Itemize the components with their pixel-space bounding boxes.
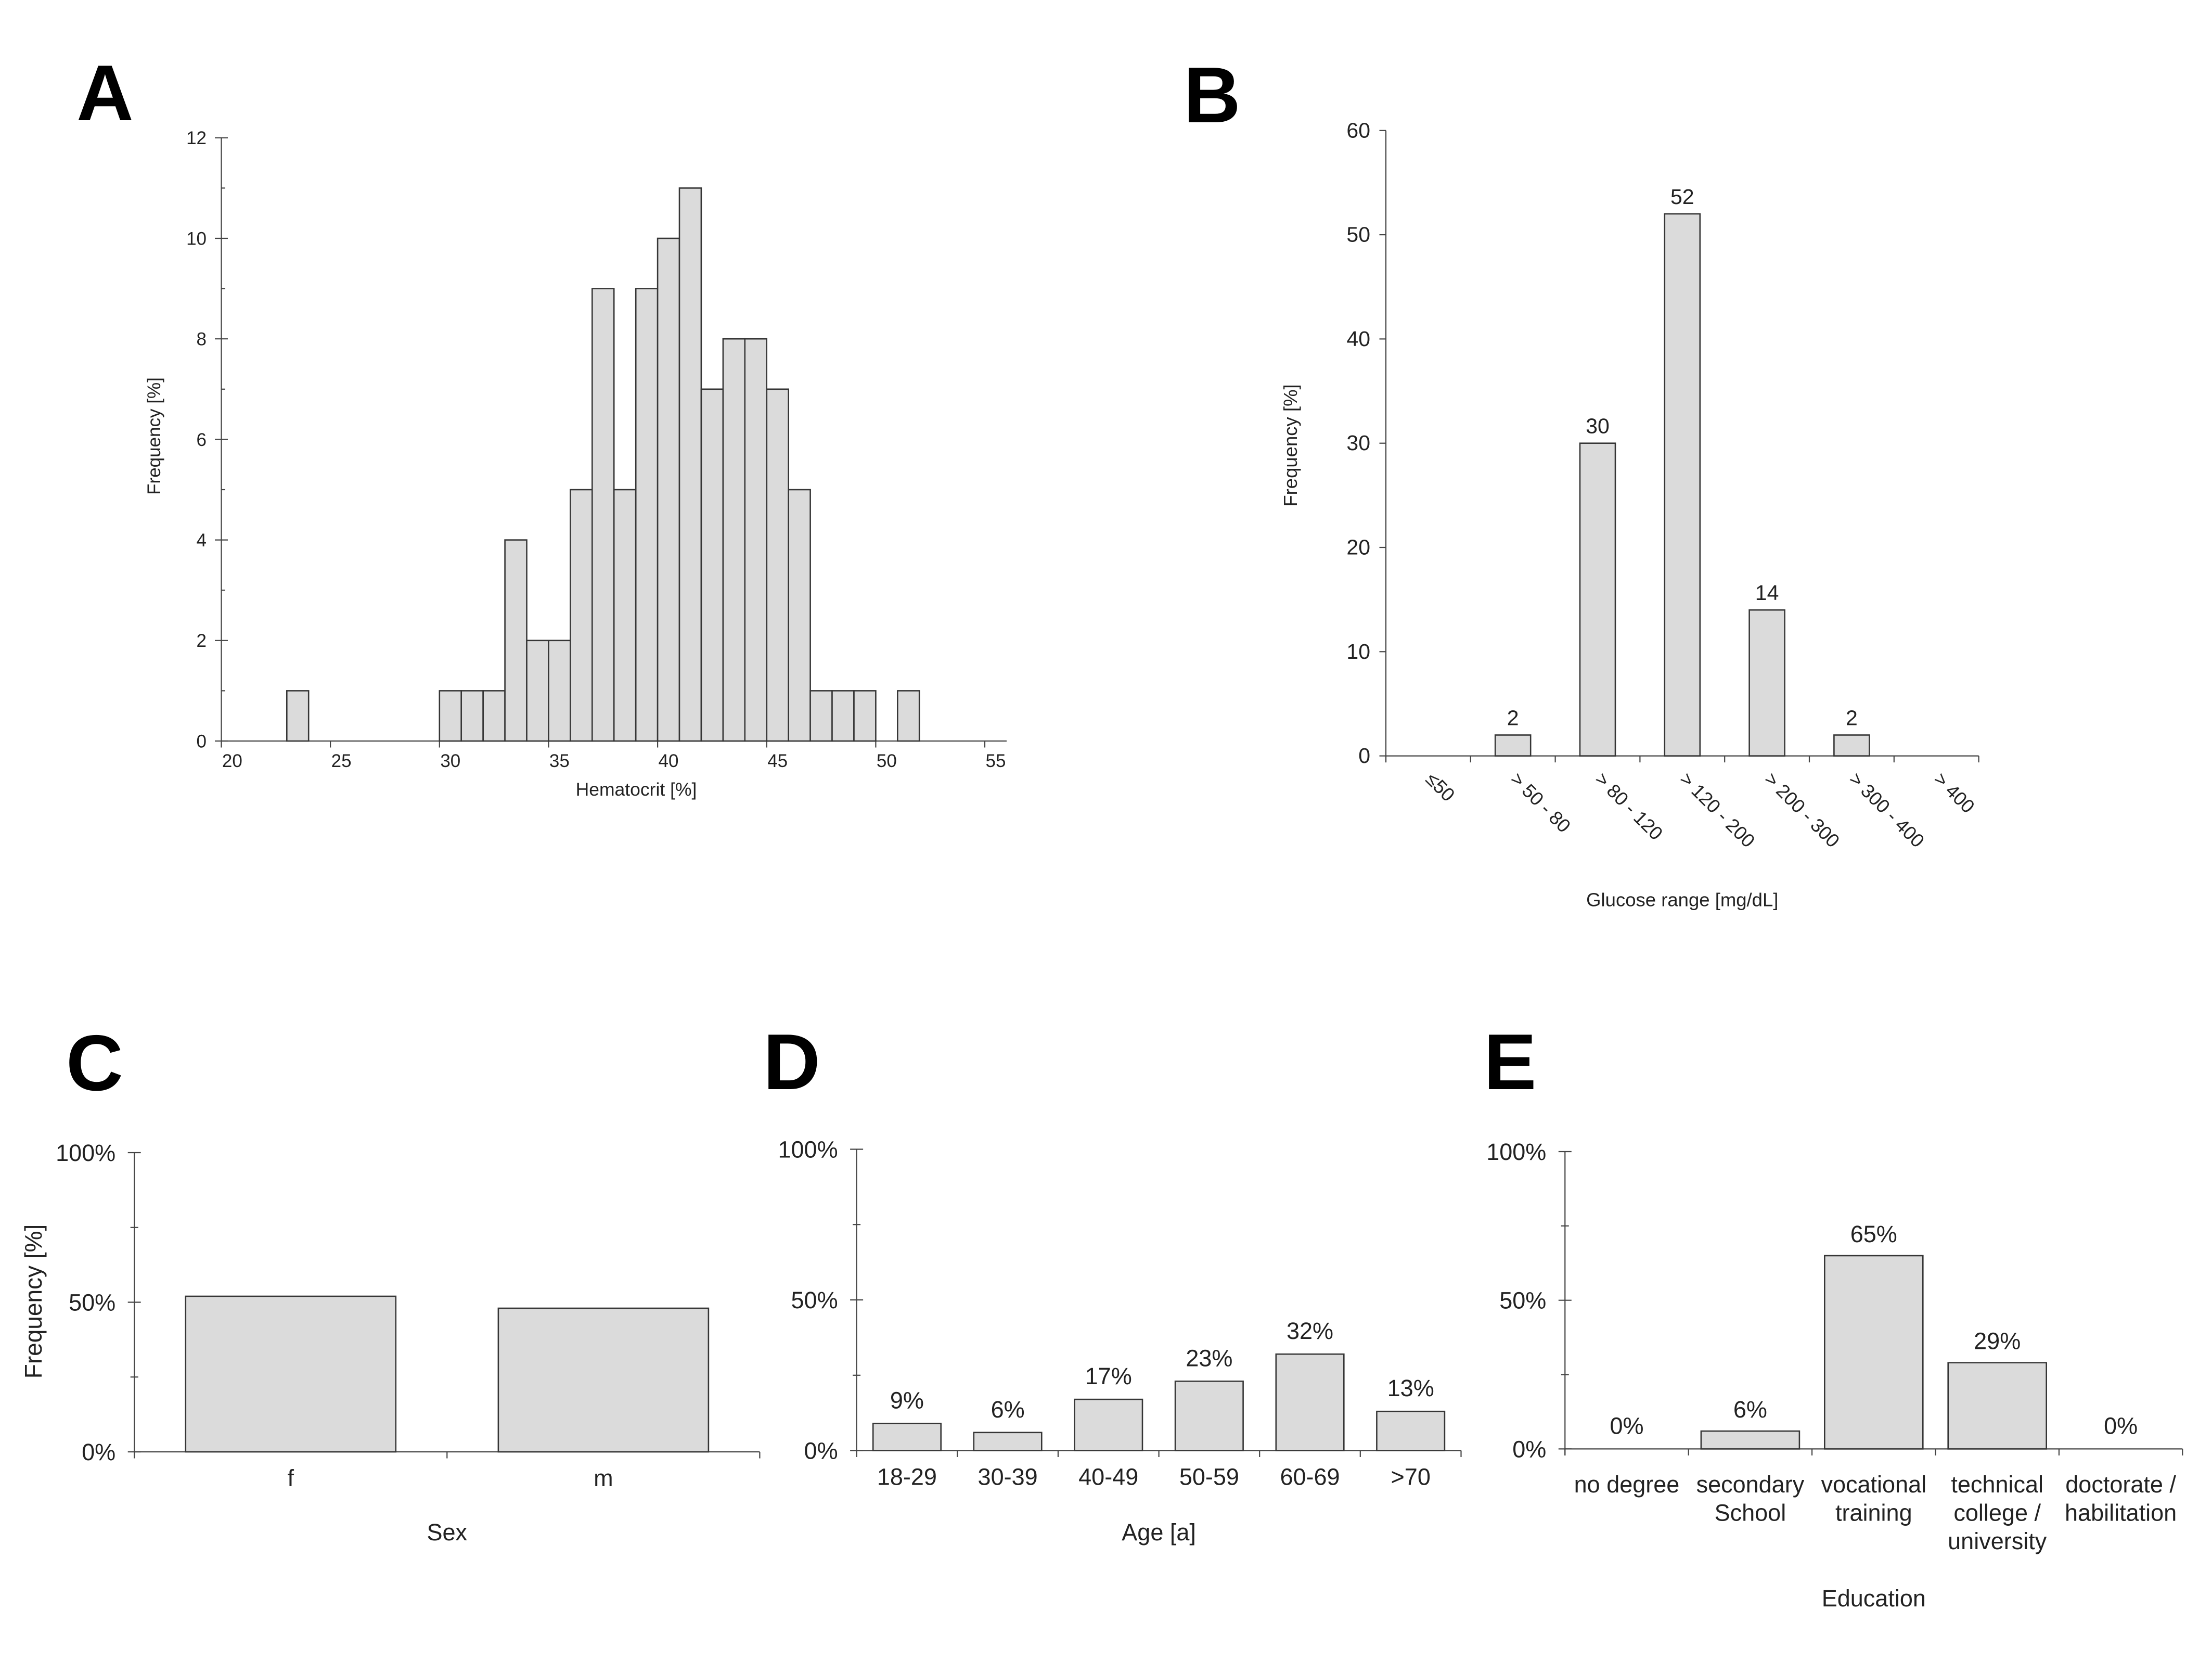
svg-text:100%: 100% <box>1486 1139 1546 1165</box>
svg-text:Education: Education <box>1822 1585 1926 1612</box>
svg-text:university: university <box>1948 1528 2047 1554</box>
svg-text:2: 2 <box>197 631 207 651</box>
svg-text:doctorate /: doctorate / <box>2065 1471 2176 1498</box>
svg-text:0%: 0% <box>1610 1412 1643 1439</box>
svg-text:C: C <box>66 1019 123 1107</box>
svg-text:40-49: 40-49 <box>1078 1464 1138 1490</box>
svg-text:habilitation: habilitation <box>2065 1500 2177 1526</box>
svg-text:30-39: 30-39 <box>978 1464 1038 1490</box>
svg-text:65%: 65% <box>1850 1221 1897 1247</box>
svg-text:50-59: 50-59 <box>1179 1464 1239 1490</box>
svg-text:Frequency [%]: Frequency [%] <box>1280 384 1301 506</box>
svg-text:2: 2 <box>1507 706 1519 730</box>
svg-text:9%: 9% <box>890 1387 924 1413</box>
svg-text:29%: 29% <box>1974 1328 2021 1355</box>
svg-text:30: 30 <box>440 751 460 771</box>
svg-text:100%: 100% <box>778 1137 838 1163</box>
svg-text:Glucose range [mg/dL]: Glucose range [mg/dL] <box>1586 889 1778 911</box>
svg-text:18-29: 18-29 <box>877 1464 937 1490</box>
svg-text:30: 30 <box>1346 431 1370 455</box>
svg-text:0: 0 <box>1358 744 1370 768</box>
svg-text:0%: 0% <box>1512 1436 1546 1462</box>
svg-text:40: 40 <box>659 751 679 771</box>
svg-text:20: 20 <box>1346 535 1370 559</box>
svg-text:college /: college / <box>1953 1500 2041 1526</box>
svg-text:Frequency [%]: Frequency [%] <box>144 377 164 495</box>
svg-text:E: E <box>1484 1018 1536 1106</box>
svg-text:50%: 50% <box>791 1287 838 1313</box>
svg-text:25: 25 <box>331 751 352 771</box>
svg-text:12: 12 <box>186 128 207 148</box>
svg-text:100%: 100% <box>56 1140 115 1166</box>
svg-text:17%: 17% <box>1085 1363 1132 1389</box>
svg-text:no degree: no degree <box>1574 1471 1680 1498</box>
svg-text:Age [a]: Age [a] <box>1122 1519 1196 1546</box>
svg-text:50%: 50% <box>1499 1287 1546 1314</box>
svg-text:A: A <box>76 49 134 137</box>
svg-text:D: D <box>763 1018 820 1106</box>
svg-text:13%: 13% <box>1387 1375 1434 1401</box>
svg-text:Frequency [%]: Frequency [%] <box>20 1224 47 1379</box>
svg-text:50: 50 <box>877 751 897 771</box>
svg-text:60: 60 <box>1346 118 1370 142</box>
svg-text:6: 6 <box>197 430 207 450</box>
svg-text:10: 10 <box>1346 640 1370 663</box>
svg-text:0%: 0% <box>804 1438 838 1464</box>
svg-text:2: 2 <box>1846 706 1858 730</box>
svg-text:Hematocrit [%]: Hematocrit [%] <box>576 779 697 800</box>
svg-text:0: 0 <box>197 731 207 751</box>
svg-text:52: 52 <box>1670 185 1694 209</box>
svg-text:f: f <box>288 1465 294 1491</box>
svg-text:vocational: vocational <box>1821 1471 1926 1498</box>
svg-text:50: 50 <box>1346 223 1370 247</box>
svg-text:40: 40 <box>1346 327 1370 351</box>
svg-text:0%: 0% <box>82 1439 115 1465</box>
svg-text:50%: 50% <box>69 1289 115 1316</box>
svg-text:35: 35 <box>549 751 570 771</box>
svg-text:m: m <box>594 1465 613 1491</box>
svg-text:>70: >70 <box>1391 1464 1431 1490</box>
svg-text:0%: 0% <box>2104 1412 2138 1439</box>
svg-text:4: 4 <box>197 530 207 551</box>
svg-text:23%: 23% <box>1186 1345 1232 1371</box>
svg-text:Sex: Sex <box>427 1519 468 1546</box>
svg-text:14: 14 <box>1755 581 1779 605</box>
svg-text:secondary: secondary <box>1696 1471 1805 1498</box>
svg-text:B: B <box>1184 51 1241 139</box>
svg-text:60-69: 60-69 <box>1280 1464 1340 1490</box>
svg-text:55: 55 <box>986 751 1006 771</box>
svg-text:30: 30 <box>1586 414 1610 438</box>
svg-text:8: 8 <box>197 329 207 350</box>
svg-text:6%: 6% <box>991 1396 1025 1423</box>
svg-text:32%: 32% <box>1287 1318 1333 1344</box>
svg-text:School: School <box>1715 1500 1786 1526</box>
svg-text:45: 45 <box>767 751 788 771</box>
svg-text:training: training <box>1835 1500 1912 1526</box>
svg-text:20: 20 <box>222 751 242 771</box>
svg-text:technical: technical <box>1951 1471 2043 1498</box>
svg-text:10: 10 <box>186 228 207 249</box>
svg-text:6%: 6% <box>1733 1396 1767 1423</box>
